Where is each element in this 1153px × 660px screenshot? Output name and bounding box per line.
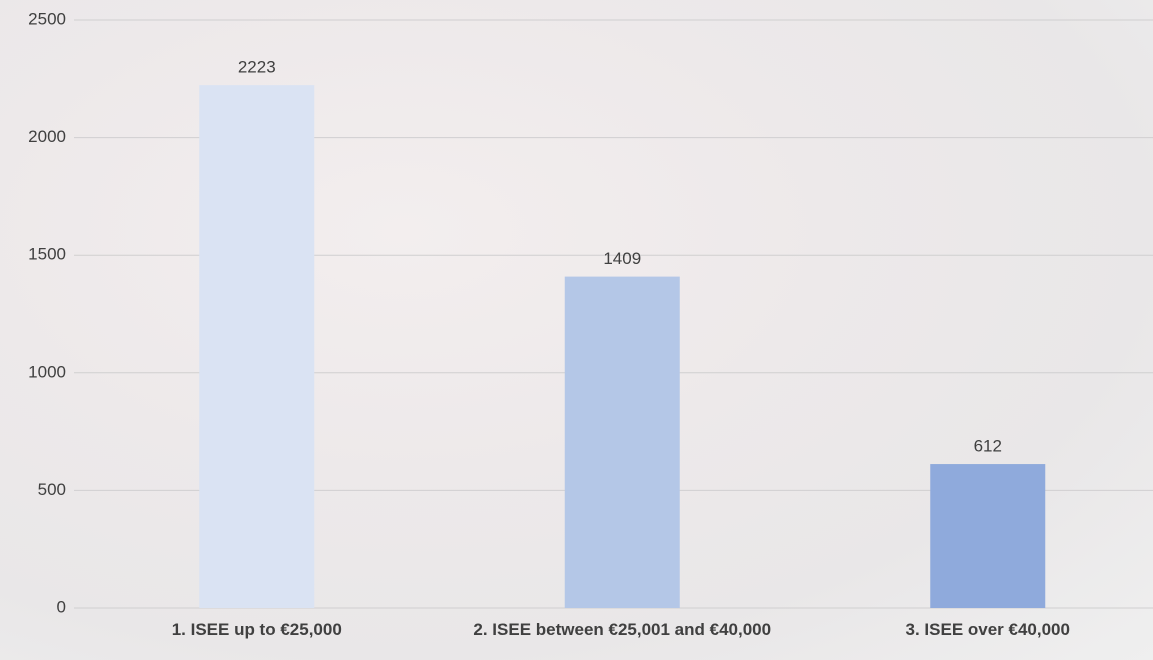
x-tick-label: 3. ISEE over €40,000 bbox=[905, 620, 1070, 639]
y-tick-label: 1000 bbox=[28, 362, 66, 381]
data-label: 2223 bbox=[238, 58, 276, 77]
y-tick-label: 1500 bbox=[28, 245, 66, 264]
bar bbox=[564, 276, 680, 608]
y-tick-label: 2000 bbox=[28, 127, 66, 146]
y-tick-label: 2500 bbox=[28, 9, 66, 28]
x-tick-label: 2. ISEE between €25,001 and €40,000 bbox=[473, 620, 772, 639]
y-tick-label: 0 bbox=[57, 597, 66, 616]
data-label: 612 bbox=[974, 437, 1002, 456]
x-tick-label: 1. ISEE up to €25,000 bbox=[171, 620, 342, 639]
y-tick-label: 500 bbox=[38, 480, 66, 499]
data-label: 1409 bbox=[603, 249, 641, 268]
bar bbox=[199, 85, 315, 609]
bar bbox=[930, 464, 1046, 608]
